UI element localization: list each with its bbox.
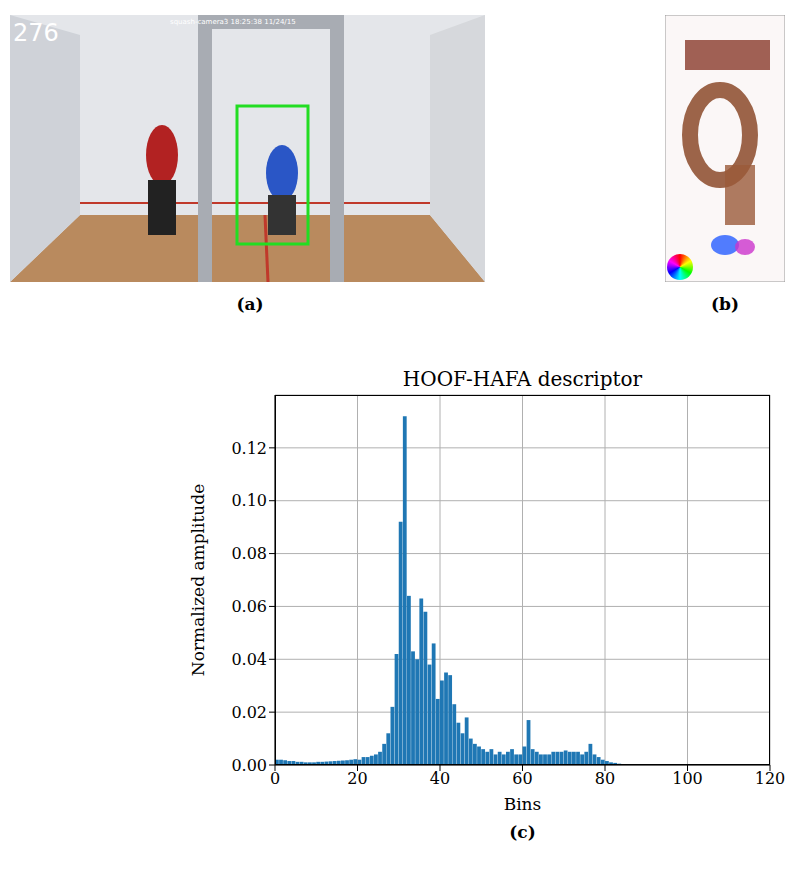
html-text:(b): (b) xyxy=(711,294,739,314)
svg-text:0.02: 0.02 xyxy=(231,703,267,722)
svg-text:276: 276 xyxy=(13,19,59,47)
svg-text:Normalized amplitude: Normalized amplitude xyxy=(188,484,208,676)
svg-text:100: 100 xyxy=(672,769,703,788)
svg-text:80: 80 xyxy=(595,769,615,788)
html-text:(a): (a) xyxy=(236,294,264,314)
svg-text:0.08: 0.08 xyxy=(231,544,267,563)
svg-text:20: 20 xyxy=(347,769,367,788)
svg-text:120: 120 xyxy=(755,769,785,788)
svg-text:40: 40 xyxy=(430,769,450,788)
svg-text:0: 0 xyxy=(270,769,280,788)
html-text:(c): (c) xyxy=(509,822,536,842)
svg-text:squash-camera3 18:25:38 11/24/: squash-camera3 18:25:38 11/24/15 xyxy=(170,18,296,26)
svg-text:0.00: 0.00 xyxy=(231,756,267,775)
svg-text:0.12: 0.12 xyxy=(231,439,267,458)
svg-text:0.04: 0.04 xyxy=(231,650,267,669)
svg-text:Bins: Bins xyxy=(504,794,542,814)
svg-text:0.10: 0.10 xyxy=(231,491,267,510)
html-text:HOOF-HAFA descriptor: HOOF-HAFA descriptor xyxy=(402,367,643,391)
svg-text:0.06: 0.06 xyxy=(231,597,267,616)
svg-text:60: 60 xyxy=(512,769,532,788)
